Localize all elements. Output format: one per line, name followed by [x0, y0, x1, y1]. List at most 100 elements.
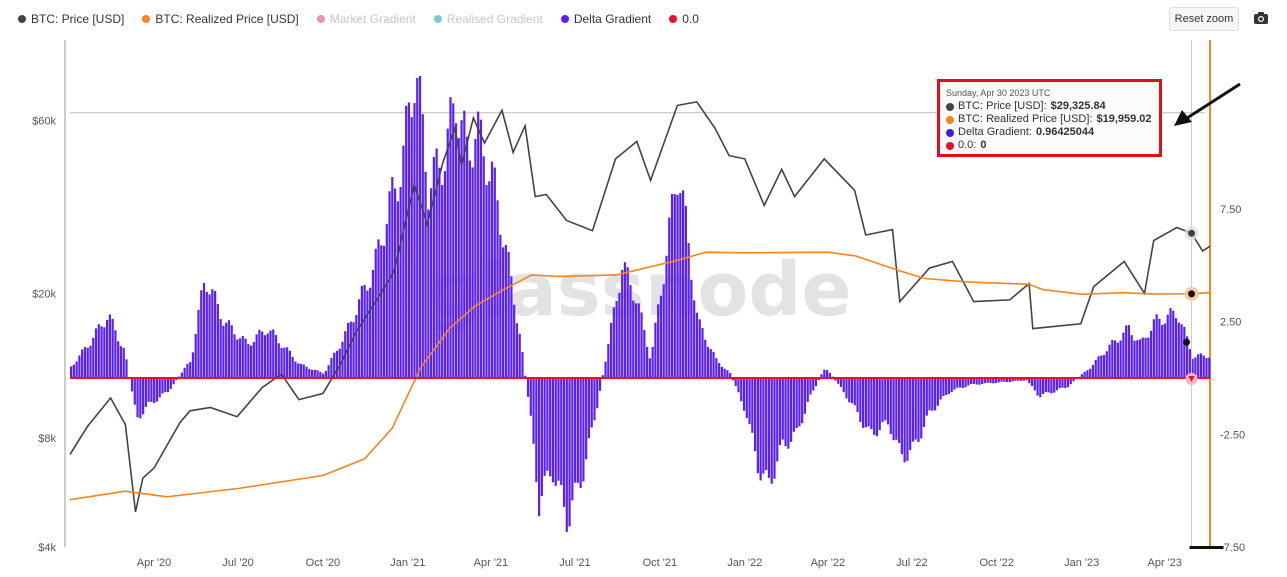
delta-gradient-bar	[839, 378, 843, 387]
delta-gradient-bar	[546, 378, 549, 471]
delta-gradient-bar	[166, 378, 170, 393]
delta-gradient-bar	[164, 378, 167, 393]
y-left-tick-label: $20k	[32, 289, 56, 301]
delta-gradient-bar	[1086, 370, 1089, 378]
delta-gradient-bar	[947, 378, 951, 394]
delta-gradient-bar	[961, 378, 964, 388]
delta-gradient-bar	[770, 378, 773, 484]
delta-gradient-bar	[358, 299, 361, 378]
delta-gradient-bar	[1155, 314, 1158, 378]
delta-gradient-bar	[518, 333, 521, 378]
delta-gradient-bar	[396, 201, 399, 378]
tooltip-value: $19,959.02	[1096, 113, 1152, 125]
delta-gradient-bar	[1039, 378, 1042, 398]
delta-gradient-bar	[155, 378, 159, 402]
camera-icon[interactable]	[1253, 11, 1269, 25]
delta-gradient-bar	[327, 365, 330, 378]
delta-gradient-bar	[532, 378, 535, 444]
delta-gradient-bar	[928, 378, 931, 411]
tooltip: Sunday, Apr 30 2023 UTC BTC: Price [USD]…	[937, 79, 1162, 157]
delta-gradient-bar	[670, 193, 674, 378]
delta-gradient-bar	[172, 378, 175, 385]
delta-gradient-bar	[324, 371, 327, 378]
delta-gradient-bar	[1066, 378, 1070, 388]
delta-gradient-bar	[219, 319, 222, 378]
delta-gradient-bar	[421, 114, 424, 379]
delta-gradient-bar	[117, 341, 120, 378]
delta-gradient-bar	[244, 338, 247, 378]
delta-gradient-bar	[762, 378, 765, 474]
delta-gradient-bar	[454, 123, 458, 378]
delta-gradient-bar	[1080, 374, 1083, 378]
delta-gradient-bar	[618, 292, 621, 378]
delta-gradient-bar	[1061, 378, 1064, 388]
delta-gradient-bar	[1183, 326, 1186, 378]
x-tick-label: Apr '22	[811, 557, 846, 569]
delta-gradient-bar	[153, 378, 156, 404]
delta-gradient-bar	[729, 372, 732, 378]
delta-gradient-bar	[917, 378, 920, 443]
delta-gradient-bar	[366, 290, 369, 378]
legend-item[interactable]: 0.0	[669, 12, 699, 26]
delta-gradient-bar	[1042, 378, 1045, 394]
delta-gradient-bar	[488, 181, 491, 378]
delta-gradient-bar	[216, 304, 219, 378]
legend-item[interactable]: BTC: Price [USD]	[18, 12, 124, 26]
delta-gradient-bar	[964, 378, 967, 388]
delta-gradient-bar	[801, 378, 804, 424]
y-left-tick-label: $8k	[38, 433, 56, 445]
delta-gradient-bar	[1019, 378, 1023, 381]
delta-gradient-bar	[878, 378, 881, 431]
delta-gradient-bar	[394, 188, 397, 378]
delta-gradient-bar	[1033, 378, 1036, 391]
legend-item[interactable]: Delta Gradient	[560, 12, 651, 26]
delta-gradient-bar	[288, 350, 291, 378]
delta-gradient-bar	[576, 378, 579, 483]
delta-gradient-bar	[1097, 356, 1100, 378]
delta-gradient-bar	[1177, 322, 1180, 378]
delta-gradient-bar	[272, 329, 275, 378]
delta-gradient-bar	[438, 167, 441, 378]
delta-gradient-bar	[1163, 323, 1167, 378]
delta-gradient-bar	[158, 378, 161, 398]
delta-gradient-bar	[214, 290, 217, 378]
delta-gradient-bar	[1122, 332, 1125, 378]
delta-gradient-bar	[958, 378, 962, 388]
delta-gradient-bar	[333, 352, 336, 378]
delta-gradient-bar	[1199, 353, 1203, 378]
x-tick-label: Jan '23	[1064, 557, 1099, 569]
delta-gradient-bar	[992, 378, 995, 384]
delta-gradient-bar	[859, 378, 862, 422]
delta-gradient-bar	[712, 351, 715, 378]
delta-gradient-bar	[1105, 351, 1108, 378]
delta-gradient-bar	[1069, 378, 1072, 385]
delta-gradient-bar	[319, 371, 322, 378]
delta-gradient-bar	[604, 361, 607, 378]
legend-label: Market Gradient	[329, 12, 416, 26]
legend-dot-icon	[669, 15, 678, 23]
legend-item[interactable]: Market Gradient	[316, 12, 416, 26]
delta-gradient-bar	[601, 375, 604, 378]
delta-gradient-bar	[169, 378, 172, 389]
delta-gradient-bar	[925, 378, 928, 416]
delta-gradient-bar	[598, 378, 602, 391]
delta-gradient-bar	[477, 111, 480, 379]
delta-gradient-bar	[139, 378, 142, 419]
delta-gradient-bar	[352, 322, 355, 378]
delta-gradient-bar	[297, 363, 300, 378]
reset-zoom-button[interactable]: Reset zoom	[1169, 7, 1239, 31]
delta-gradient-bar	[687, 243, 690, 378]
delta-gradient-bar	[718, 363, 721, 378]
delta-gradient-bar	[208, 294, 211, 378]
delta-gradient-bar	[405, 105, 408, 379]
delta-gradient-bar	[587, 378, 591, 439]
delta-gradient-bar	[1194, 357, 1197, 378]
delta-gradient-bar	[1130, 335, 1133, 378]
legend-item[interactable]: BTC: Realized Price [USD]	[142, 12, 299, 26]
x-tick-label: Apr '20	[137, 557, 172, 569]
delta-gradient-bar	[562, 378, 566, 507]
delta-gradient-bar	[286, 347, 289, 378]
legend-item[interactable]: Realised Gradient	[433, 12, 543, 26]
delta-gradient-bar	[1144, 337, 1147, 378]
